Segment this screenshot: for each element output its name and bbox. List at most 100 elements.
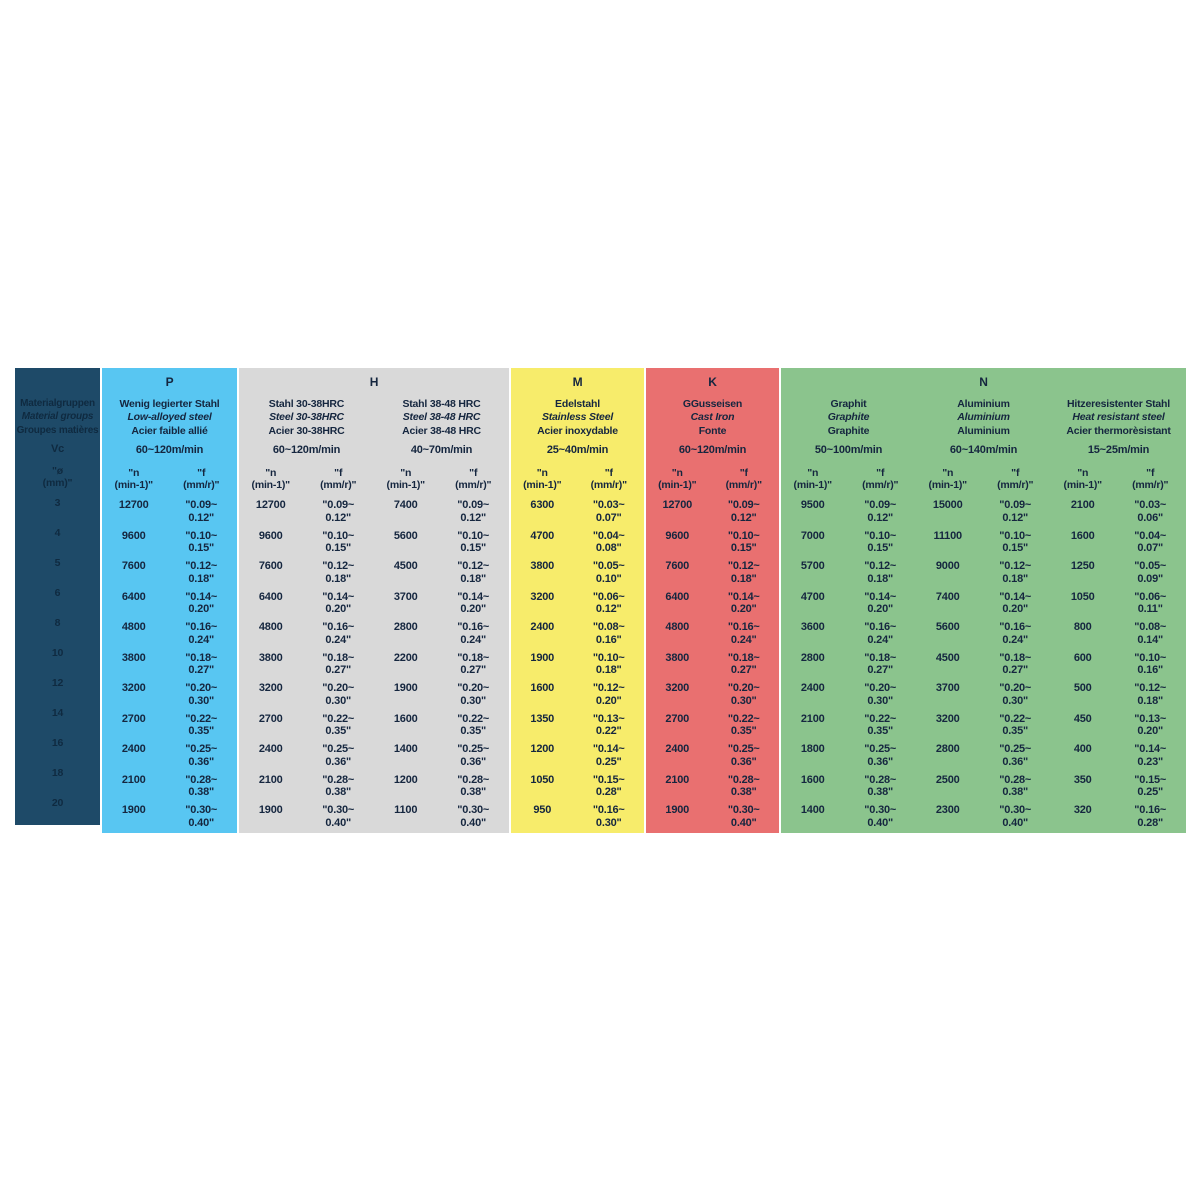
data-row: 2700 "0.22~ 0.35" [646, 711, 779, 742]
group-letter: H [369, 375, 379, 389]
f-value: "0.09~ 0.12" [999, 499, 1032, 524]
n-value: 1250 [1070, 560, 1095, 572]
n-column-header: "n (min-1)" [1063, 467, 1103, 491]
data-row: 4500 "0.18~ 0.27" [916, 650, 1051, 681]
n-value: 2700 [665, 712, 690, 725]
f-value: "0.18~ 0.27" [457, 651, 490, 677]
data-row: 2400 "0.25~ 0.36" [102, 741, 237, 772]
data-row: 4700 "0.14~ 0.20" [781, 589, 916, 620]
n-value: 800 [1073, 621, 1092, 633]
diameter-value: 12 [51, 676, 64, 689]
f-value: "0.25~ 0.36" [999, 743, 1032, 768]
data-row: 2100 "0.28~ 0.38" [239, 772, 374, 803]
material-names: Stahl 30-38HRC Steel 30-38HRC Acier 30-38H… [239, 396, 374, 440]
n-value: 12700 [662, 499, 693, 511]
n-value: 7400 [393, 499, 418, 511]
material-name-line: Wenig legierter Stahl [119, 397, 220, 410]
n-value: 7000 [800, 529, 825, 542]
diameter-value: 5 [54, 556, 61, 569]
n-value: 3600 [800, 621, 825, 633]
data-row: 320 "0.16~ 0.28" [1051, 802, 1186, 833]
f-value: "0.09~ 0.12" [185, 499, 218, 524]
f-column-header: "f (mm/r)" [320, 467, 357, 491]
f-value: "0.20~ 0.30" [999, 682, 1032, 707]
n-value: 1600 [530, 682, 555, 694]
subcolumn-headers: "n (min-1)" "f (mm/r)" [646, 462, 779, 497]
f-value: "0.25~ 0.36" [322, 743, 355, 768]
group-letter: P [165, 375, 174, 389]
material-column: Graphit Graphite Graphite 50~100m/min "n (mi… [781, 396, 916, 833]
f-value: "0.12~ 0.18" [185, 560, 218, 585]
material-name-line: Acier faible allié [131, 424, 208, 437]
n-value: 9600 [258, 529, 283, 542]
data-row: 5600 "0.10~ 0.15" [374, 528, 509, 559]
material-name-line: Stahl 30-38HRC [268, 397, 345, 410]
f-value: "0.28~ 0.38" [999, 773, 1032, 799]
f-value: "0.14~ 0.20" [457, 590, 490, 616]
n-value: 2500 [935, 773, 960, 786]
n-value: 9600 [665, 529, 690, 542]
f-value: "0.18~ 0.27" [727, 651, 760, 677]
vc-value: 60~140m/min [949, 444, 1018, 456]
f-value: "0.15~ 0.25" [1134, 773, 1167, 799]
f-value: "0.16~ 0.24" [457, 621, 490, 646]
f-value: "0.10~ 0.18" [592, 651, 625, 677]
f-value: "0.05~ 0.10" [592, 560, 625, 585]
material-column: Edelstahl Stainless Steel Acier inoxydable… [511, 396, 644, 833]
data-row: 12700 "0.09~ 0.12" [239, 497, 374, 528]
data-row: 1100 "0.30~ 0.40" [374, 802, 509, 833]
n-value: 3800 [530, 560, 555, 572]
f-value: "0.16~ 0.28" [1134, 804, 1167, 829]
f-value: "0.13~ 0.20" [1134, 712, 1167, 738]
data-row: 800 "0.08~ 0.14" [1051, 619, 1186, 650]
data-row: 2800 "0.16~ 0.24" [374, 619, 509, 650]
f-value: "0.10~ 0.15" [727, 529, 760, 555]
material-name-line: Acier thermorèsistant [1066, 424, 1171, 437]
group-M: M Edelstahl Stainless Steel Acier inoxydabl… [511, 368, 644, 833]
f-value: "0.10~ 0.15" [864, 529, 897, 555]
f-value: "0.18~ 0.27" [864, 651, 897, 677]
f-value: "0.12~ 0.18" [457, 560, 490, 585]
group-P: P Wenig legierter Stahl Low-alloyed steel A… [102, 368, 237, 833]
f-value: "0.20~ 0.30" [185, 682, 218, 707]
material-names: Edelstahl Stainless Steel Acier inoxydable [511, 396, 644, 440]
data-row: 1600 "0.12~ 0.20" [511, 680, 644, 711]
subcolumn-headers: "n (min-1)" "f (mm/r)" [102, 462, 237, 497]
n-value: 1050 [530, 773, 555, 786]
f-column-header: "f (mm/r)" [455, 467, 492, 491]
data-row: 9600 "0.10~ 0.15" [239, 528, 374, 559]
data-row: 1600 "0.04~ 0.07" [1051, 528, 1186, 559]
n-value: 6300 [530, 499, 555, 511]
n-value: 1600 [393, 712, 418, 725]
data-row: 4800 "0.16~ 0.24" [239, 619, 374, 650]
group-letter: N [979, 375, 988, 389]
data-row: 2700 "0.22~ 0.35" [102, 711, 237, 742]
n-value: 7600 [665, 560, 690, 572]
n-value: 1100 [394, 804, 418, 816]
f-value: "0.06~ 0.12" [592, 590, 625, 616]
data-row: 7400 "0.14~ 0.20" [916, 589, 1051, 620]
diameter-value: 3 [54, 496, 61, 509]
data-row: 1200 "0.28~ 0.38" [374, 772, 509, 803]
data-row: 4500 "0.12~ 0.18" [374, 558, 509, 589]
material-groups-column: Materialgruppen Material groups Groupes ma… [15, 368, 100, 825]
f-value: "0.08~ 0.14" [1134, 621, 1167, 646]
n-value: 2100 [121, 773, 146, 786]
material-name-line: Hitzeresistenter Stahl [1067, 397, 1170, 410]
data-row: 3800 "0.05~ 0.10" [511, 558, 644, 589]
f-value: "0.25~ 0.36" [727, 743, 760, 768]
f-value: "0.20~ 0.30" [457, 682, 490, 707]
f-value: "0.13~ 0.22" [592, 712, 625, 738]
data-row: 3800 "0.18~ 0.27" [646, 650, 779, 681]
f-value: "0.14~ 0.20" [999, 590, 1032, 616]
vc-value: 60~120m/min [272, 444, 341, 456]
data-row: 7400 "0.09~ 0.12" [374, 497, 509, 528]
n-column-header: "n (min-1)" [793, 467, 833, 491]
diameter-value: 10 [51, 646, 64, 659]
material-names: Aluminium Aluminium Aluminium [916, 396, 1051, 440]
group-materials: Wenig legierter Stahl Low-alloyed steel Ac… [102, 396, 237, 833]
n-value: 3200 [665, 682, 690, 694]
data-row: 9500 "0.09~ 0.12" [781, 497, 916, 528]
material-name-line: Graphite [827, 411, 870, 424]
n-value: 1900 [258, 804, 283, 816]
